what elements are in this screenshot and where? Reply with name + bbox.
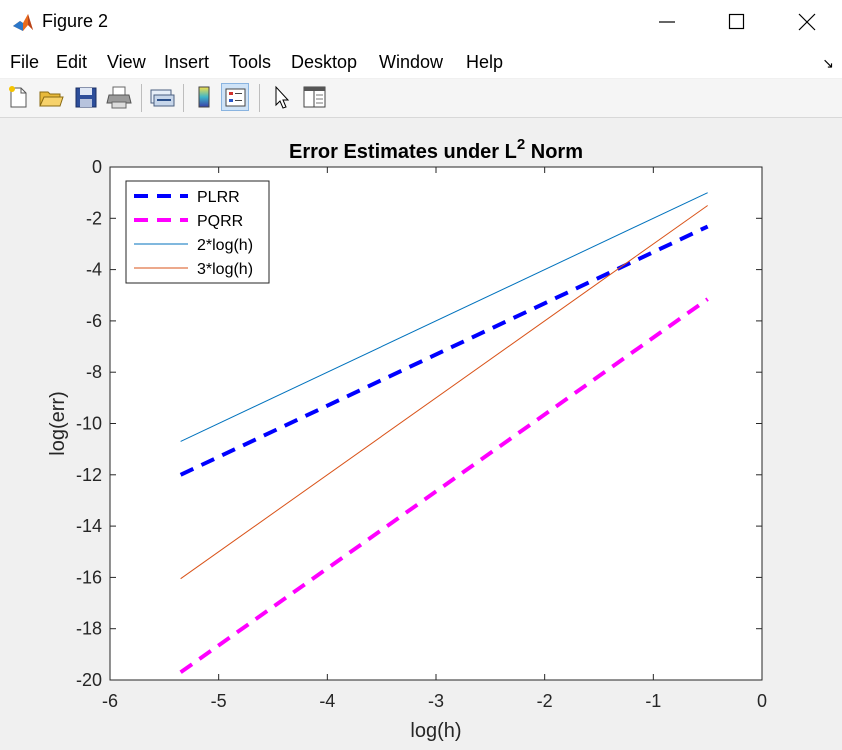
toolbar: [0, 79, 842, 118]
title-bar: Figure 2: [0, 0, 842, 44]
y-tick-label: -18: [76, 619, 102, 639]
legend-label-2-log-h: 2*log(h): [197, 237, 253, 254]
maximize-icon: [728, 13, 745, 30]
toolbar-separator: [183, 84, 184, 112]
x-tick-label: -5: [211, 691, 227, 711]
x-tick-label: -3: [428, 691, 444, 711]
y-tick-label: -12: [76, 465, 102, 485]
series-line-pqrr: [179, 297, 709, 674]
pointer-icon: [275, 85, 290, 109]
x-tick-label: -4: [319, 691, 335, 711]
series-line-2-log-h: [180, 192, 708, 442]
chart-title-superscript: 2: [517, 136, 525, 153]
menu-window[interactable]: Window: [379, 52, 444, 72]
open-file-button[interactable]: [37, 83, 65, 111]
new-figure-button[interactable]: [4, 83, 32, 111]
legend-label-3-log-h: 3*log(h): [197, 261, 253, 278]
y-tick-label: -4: [86, 260, 102, 280]
y-tick-label: -10: [76, 414, 102, 434]
chart: -6 -5 -4 -3 -2 -1 00-2-4-6-8-10-12-14-16-18-20…: [47, 136, 767, 742]
menu-bar: [0, 44, 842, 78]
chart-title-text: Error Estimates under L: [289, 141, 517, 163]
y-tick-label: -8: [86, 362, 102, 382]
chart-title-suffix: Norm: [525, 141, 583, 163]
chart-title: Error Estimates under L2 Norm: [289, 136, 583, 163]
x-axis-label: log(h): [410, 720, 461, 742]
toolbar-separator: [141, 84, 142, 112]
x-tick-label: -2: [537, 691, 553, 711]
y-tick-label: -14: [76, 516, 102, 536]
maximize-button[interactable]: [702, 0, 772, 44]
legend-label-pqrr: PQRR: [197, 213, 243, 230]
close-icon: [798, 13, 816, 31]
matlab-logo-icon: [13, 14, 33, 31]
menu-insert[interactable]: Insert: [164, 52, 210, 72]
save-icon: [75, 87, 97, 108]
open-file-icon: [39, 91, 64, 107]
pointer-button[interactable]: [267, 83, 295, 111]
menu-help[interactable]: Help: [466, 52, 504, 72]
x-tick-label: 0: [757, 691, 767, 711]
print-button[interactable]: [105, 83, 133, 111]
save-button[interactable]: [72, 83, 100, 111]
menu-tools[interactable]: Tools: [229, 52, 272, 72]
figure-canvas: -6 -5 -4 -3 -2 -1 0 0 -2 -4 -6 -8 -10 -12 -14 -16 -18 -20…: [0, 118, 842, 750]
series-line-3-log-h: [180, 205, 708, 580]
menu-edit[interactable]: Edit: [56, 52, 88, 72]
menu-file[interactable]: File: [10, 52, 40, 72]
menu-view[interactable]: View: [107, 52, 146, 72]
legend-box: [125, 180, 270, 284]
toolbar-separator: [259, 84, 260, 112]
menu-desktop[interactable]: Desktop: [291, 52, 358, 72]
y-axis-label: log(err): [47, 391, 69, 455]
minimize-icon: [659, 21, 675, 23]
y-tick-label: 0: [92, 157, 102, 177]
y-tick-label: -16: [76, 567, 102, 587]
colorbar-button[interactable]: [190, 83, 218, 111]
new-figure-icon: [9, 86, 27, 108]
colorbar-icon: [198, 86, 210, 108]
window-title: Figure 2: [42, 11, 109, 31]
x-tick-label: -6: [102, 691, 118, 711]
print-icon: [106, 86, 132, 109]
link-plot-button[interactable]: [148, 83, 176, 111]
y-tick-label: -2: [86, 208, 102, 228]
legend-icon: [225, 88, 246, 107]
link-plot-icon: [150, 89, 175, 107]
x-tick-label: -1: [645, 691, 661, 711]
y-tick-label: -6: [86, 311, 102, 331]
close-button[interactable]: [772, 0, 842, 44]
legend-button[interactable]: [221, 83, 249, 111]
legend-label-plrr: PLRR: [197, 189, 240, 206]
menu-overflow-icon[interactable]: ↘: [822, 55, 834, 71]
property-editor-button[interactable]: [300, 83, 328, 111]
property-editor-icon: [303, 86, 326, 108]
legend: PLRR PQRR 2*log(h) 3*log(h): [125, 180, 270, 284]
y-tick-label: -20: [76, 670, 102, 690]
minimize-button[interactable]: [632, 0, 702, 44]
